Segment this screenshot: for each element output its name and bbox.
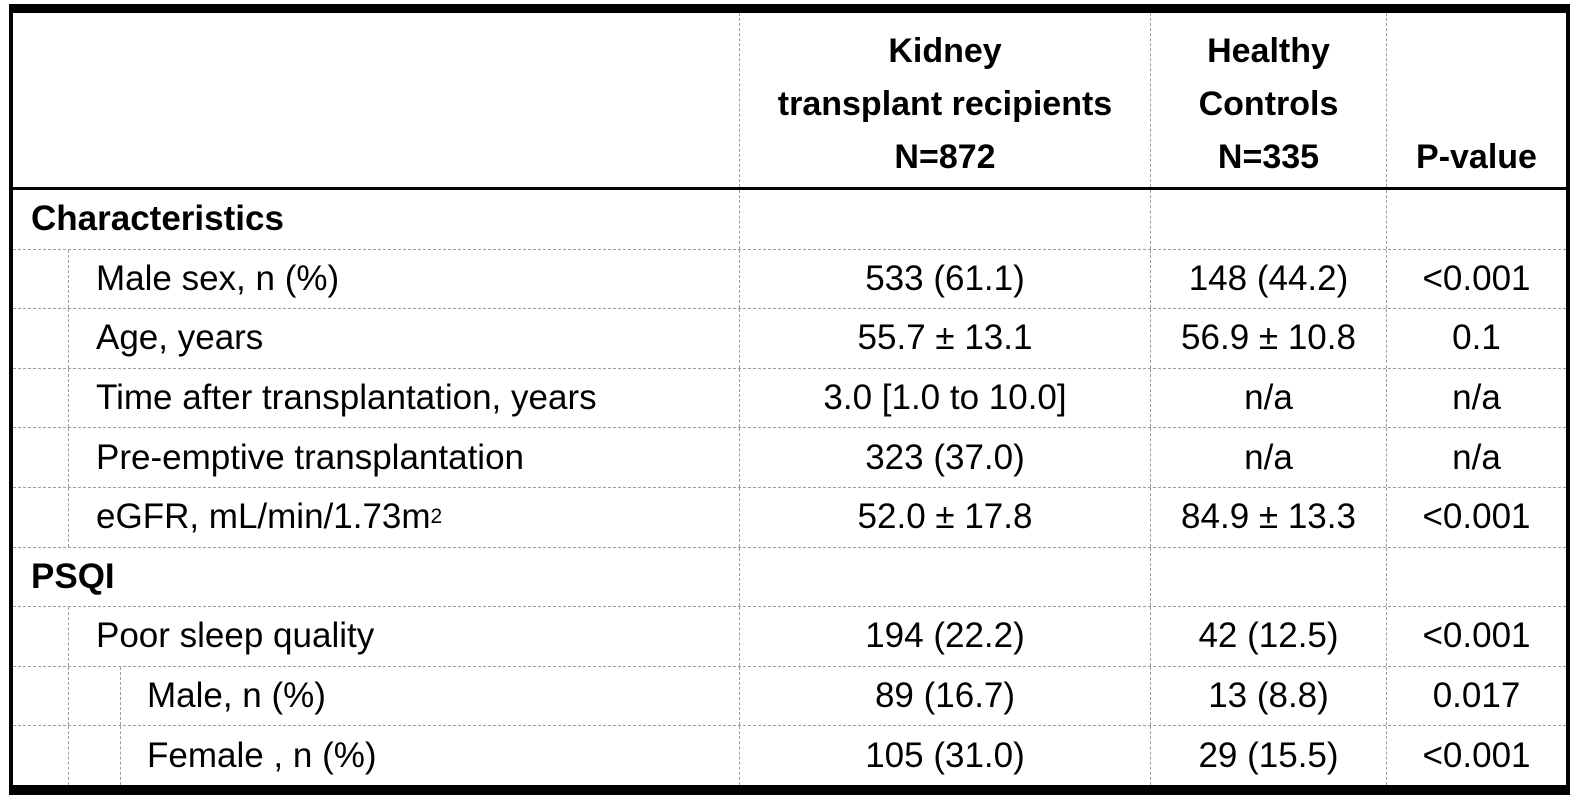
hc-value-cell: n/a: [1150, 428, 1386, 487]
table-body: Characteristics Male sex, n (%) 533 (61.…: [13, 190, 1566, 785]
row-label: Female , n (%): [120, 726, 739, 785]
row-label-text: Characteristics: [31, 199, 284, 239]
row-label-text: Time after transplantation, years: [96, 378, 597, 418]
ktr-value-cell: 89 (16.7): [739, 666, 1150, 726]
table-row: PSQI: [13, 546, 1566, 607]
header-pv-label: P-value: [1416, 138, 1537, 176]
p-value-cell: 0.017: [1386, 666, 1566, 726]
row-label: PSQI: [13, 548, 739, 607]
row-label: Pre-emptive transplantation: [68, 428, 739, 487]
ktr-value-cell: 3.0 [1.0 to 10.0]: [739, 368, 1150, 428]
header-ktr-n: N=872: [894, 138, 996, 176]
table-row: Age, years 55.7 ± 13.1 56.9 ± 10.8 0.1: [13, 308, 1566, 368]
header-healthy-controls: Healthy Controls N=335: [1150, 13, 1386, 187]
p-value-cell: <0.001: [1386, 726, 1566, 785]
row-label: Male sex, n (%): [68, 249, 739, 309]
row-label: Time after transplantation, years: [68, 368, 739, 428]
hc-value-cell: n/a: [1150, 368, 1386, 428]
ktr-value-cell: 194 (22.2): [739, 607, 1150, 666]
header-hc-n: N=335: [1217, 138, 1320, 176]
row-label-text: PSQI: [31, 556, 115, 596]
hc-value-cell: [1150, 547, 1386, 607]
table-row: Pre-emptive transplantation 323 (37.0) n…: [13, 427, 1566, 487]
row-label-text: Age, years: [96, 318, 264, 358]
ktr-value-cell: [739, 547, 1150, 607]
header-p-value: P-value: [1386, 13, 1566, 187]
p-value-cell: n/a: [1386, 428, 1566, 487]
table-row: Poor sleep quality 194 (22.2) 42 (12.5) …: [13, 606, 1566, 666]
header-ktr-line1: Kidney: [888, 32, 1002, 70]
hc-value-cell: [1150, 190, 1386, 249]
ktr-value-cell: [739, 190, 1150, 249]
p-value-cell: [1386, 547, 1566, 607]
table-row: Female , n (%) 105 (31.0) 29 (15.5) <0.0…: [13, 725, 1566, 785]
characteristics-table: Kidney transplant recipients N=872 Healt…: [9, 4, 1570, 795]
indent-spacer-2: [68, 666, 120, 726]
header-hc-line2: Controls: [1198, 85, 1339, 123]
table-row: Time after transplantation, years 3.0 [1…: [13, 367, 1566, 428]
header-kidney-transplant-recipients: Kidney transplant recipients N=872: [739, 13, 1150, 187]
row-label: Age, years: [68, 309, 739, 368]
row-label-text: Female , n (%): [147, 735, 377, 775]
header-ktr-line2: transplant recipients: [777, 85, 1113, 123]
table-row: Male sex, n (%) 533 (61.1) 148 (44.2) <0…: [13, 248, 1566, 309]
indent-spacer-1: [13, 250, 68, 309]
row-label: Poor sleep quality: [68, 607, 739, 666]
hc-value-cell: 56.9 ± 10.8: [1150, 309, 1386, 368]
table-header: Kidney transplant recipients N=872 Healt…: [13, 13, 1566, 187]
table-row: Characteristics: [13, 190, 1566, 249]
indent-spacer-1: [13, 726, 68, 785]
p-value-cell: <0.001: [1386, 487, 1566, 547]
indent-spacer-1: [13, 607, 68, 666]
hc-value-cell: 13 (8.8): [1150, 666, 1386, 726]
header-divider-line: [13, 187, 1566, 190]
p-value-cell: [1386, 190, 1566, 249]
hc-value-cell: 148 (44.2): [1150, 249, 1386, 309]
row-label-text: Poor sleep quality: [96, 616, 375, 656]
row-label: eGFR, mL/min/1.73m 2: [68, 487, 739, 547]
ktr-value-cell: 323 (37.0): [739, 428, 1150, 487]
hc-value-cell: 42 (12.5): [1150, 607, 1386, 666]
ktr-value-cell: 105 (31.0): [739, 726, 1150, 785]
ktr-value-cell: 52.0 ± 17.8: [739, 487, 1150, 547]
indent-spacer-1: [13, 428, 68, 487]
header-pv-line2: [1387, 78, 1566, 131]
row-label-text: eGFR, mL/min/1.73m: [96, 497, 431, 537]
header-empty-cell: [13, 13, 739, 187]
indent-spacer-1: [13, 369, 68, 428]
indent-spacer-1: [13, 488, 68, 547]
row-label: Characteristics: [13, 190, 739, 249]
row-label-text: Male, n (%): [147, 676, 326, 716]
p-value-cell: <0.001: [1386, 249, 1566, 309]
header-hc-line1: Healthy: [1207, 32, 1330, 70]
ktr-value-cell: 55.7 ± 13.1: [739, 309, 1150, 368]
row-label-text: Male sex, n (%): [96, 258, 340, 298]
row-label-text: Pre-emptive transplantation: [96, 437, 524, 477]
p-value-cell: n/a: [1386, 368, 1566, 428]
hc-value-cell: 29 (15.5): [1150, 726, 1386, 785]
indent-spacer-1: [13, 667, 68, 726]
hc-value-cell: 84.9 ± 13.3: [1150, 487, 1386, 547]
p-value-cell: 0.1: [1386, 309, 1566, 368]
p-value-cell: <0.001: [1386, 607, 1566, 666]
ktr-value-cell: 533 (61.1): [739, 249, 1150, 309]
row-label: Male, n (%): [120, 666, 739, 726]
table-row: Male, n (%) 89 (16.7) 13 (8.8) 0.017: [13, 665, 1566, 726]
header-pv-line1: [1387, 25, 1566, 78]
table-row: eGFR, mL/min/1.73m 2 52.0 ± 17.8 84.9 ± 1…: [13, 486, 1566, 547]
indent-spacer-2: [68, 726, 120, 785]
indent-spacer-1: [13, 309, 68, 368]
